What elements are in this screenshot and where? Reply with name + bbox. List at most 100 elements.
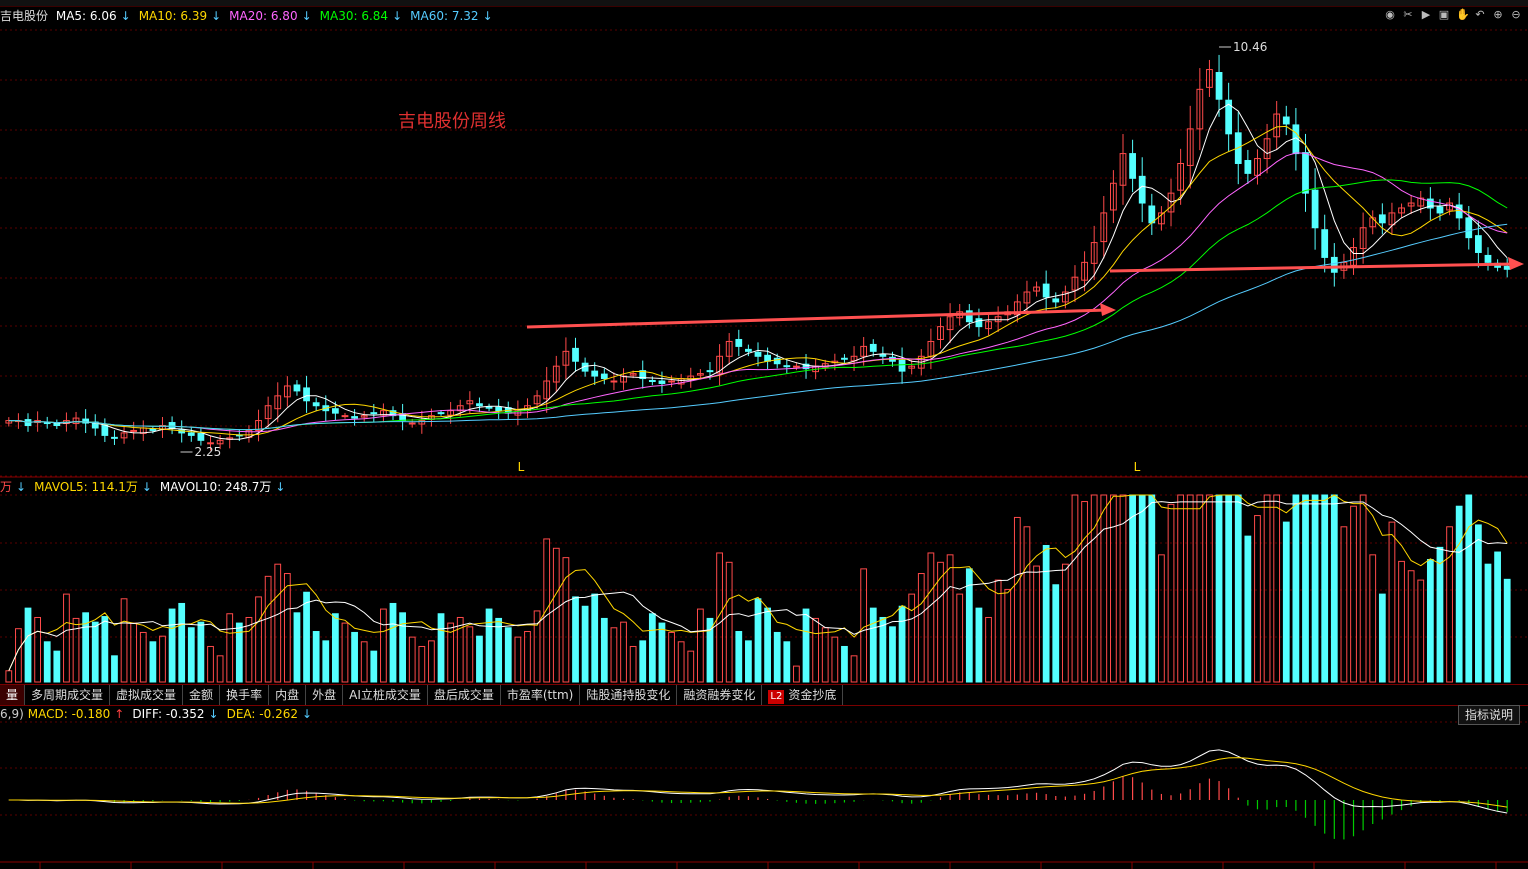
volume-bar	[1340, 526, 1348, 683]
candle-body	[1254, 158, 1261, 176]
volume-bar	[745, 640, 752, 683]
volume-bar	[1061, 563, 1069, 683]
candle-body	[216, 439, 224, 445]
volume-bar	[821, 627, 829, 683]
macd-legend-1: DIFF: -0.352	[132, 707, 205, 721]
mavol-direction-0: ↓	[141, 480, 152, 494]
tab-3[interactable]: 金额	[183, 685, 221, 705]
volume-bar	[1475, 524, 1482, 683]
undo-icon[interactable]: ↶	[1475, 8, 1485, 21]
ma-line-5	[8, 103, 1508, 440]
chart-annotation: 吉电股份周线	[398, 111, 506, 132]
dea-line	[8, 757, 1508, 808]
volume-bar	[610, 627, 618, 683]
candle-body	[1273, 113, 1281, 138]
volume-bar	[1302, 494, 1309, 683]
tab-8[interactable]: 盘后成交量	[428, 685, 501, 705]
volume-bar	[581, 605, 589, 683]
volume-bar	[783, 641, 791, 683]
volume-bar	[629, 645, 637, 683]
tab-0[interactable]: 量	[0, 685, 26, 705]
tab-label: 换手率	[226, 688, 263, 702]
candle-body	[1359, 227, 1367, 250]
low-label: 2.25	[195, 445, 222, 459]
candle-body	[1100, 212, 1108, 243]
volume-bar	[524, 631, 531, 683]
macd-legend-0: MACD: -0.180	[27, 707, 111, 721]
volume-bar	[331, 613, 339, 683]
volume-bar	[111, 655, 118, 683]
candle-body	[408, 422, 416, 425]
candle-body	[1013, 301, 1021, 316]
tab-label: 量	[6, 688, 19, 702]
candle-body	[456, 405, 464, 412]
candle-body	[610, 380, 618, 383]
volume-bar	[1503, 578, 1511, 683]
hand-icon[interactable]: ✋	[1456, 8, 1470, 21]
volume-bar	[908, 593, 916, 683]
candle-body	[283, 385, 291, 398]
candle-body	[1119, 153, 1127, 186]
volume-bar	[591, 593, 599, 683]
candle-body	[773, 357, 781, 365]
lock-icon[interactable]: ▣	[1438, 8, 1450, 21]
volume-bar	[668, 631, 675, 683]
volume-bar	[1013, 516, 1021, 683]
volume-bar	[927, 552, 935, 683]
candle-body	[168, 422, 176, 429]
eye-icon[interactable]: ◉	[1385, 8, 1395, 21]
volume-bar	[1186, 494, 1194, 683]
tab-label: 内盘	[275, 688, 300, 702]
volume-bar	[648, 613, 656, 683]
tab-2[interactable]: 虚拟成交量	[110, 685, 184, 705]
volume-bar	[178, 602, 186, 683]
candle-body	[629, 373, 637, 376]
candle-body	[197, 432, 205, 441]
stock-name[interactable]: 吉电股份	[0, 9, 49, 23]
candle-body	[1177, 162, 1185, 191]
candle-body	[1129, 153, 1136, 179]
volume-bar	[1398, 560, 1405, 683]
scissors-icon[interactable]: ✂	[1403, 8, 1413, 21]
volume-bar	[120, 598, 128, 683]
trendline-1-arrowhead	[1100, 303, 1116, 316]
indicator-help-button[interactable]: 指标说明	[1457, 705, 1520, 725]
zoom-in-icon[interactable]: ⊕	[1493, 8, 1503, 21]
candle-body	[331, 408, 339, 414]
tab-12[interactable]: L2 资金抄底	[762, 685, 844, 705]
candle-body	[1033, 286, 1040, 292]
volume-bar	[1321, 494, 1329, 683]
candle-body	[437, 412, 445, 415]
volume-bar	[994, 579, 1002, 683]
candle-body	[312, 402, 320, 407]
tab-label: AI立桩成交量	[349, 688, 421, 702]
tab-11[interactable]: 融资融券变化	[677, 685, 763, 705]
candle-body	[754, 351, 762, 357]
tab-4[interactable]: 换手率	[220, 685, 270, 705]
candle-body	[360, 415, 368, 418]
volume-bar	[418, 645, 426, 683]
candle-body	[274, 395, 282, 410]
tab-10[interactable]: 陆股通持股变化	[580, 685, 678, 705]
tab-9[interactable]: 市盈率(ttm)	[501, 685, 581, 705]
zoom-out-icon[interactable]: ⊖	[1511, 8, 1521, 21]
volume-bar	[1292, 494, 1300, 683]
tab-5[interactable]: 内盘	[269, 685, 307, 705]
ma-legend-2: MA20: 6.80	[229, 9, 298, 23]
tab-7[interactable]: AI立桩成交量	[343, 685, 428, 705]
candle-body	[735, 338, 743, 347]
candle-body	[1225, 99, 1233, 135]
tab-label: 融资融券变化	[683, 688, 756, 702]
volume-bar	[1033, 565, 1040, 683]
volume-bar	[380, 608, 387, 683]
tab-1[interactable]: 多周期成交量	[25, 685, 111, 705]
play-icon[interactable]: ▶	[1421, 8, 1431, 21]
candle-body	[1081, 261, 1088, 281]
candle-body	[1206, 69, 1213, 88]
ma-legend-4: MA60: 7.32	[410, 9, 479, 23]
candle-body	[1148, 205, 1156, 224]
candle-body	[82, 418, 90, 424]
volume-bar	[1330, 494, 1338, 683]
tab-6[interactable]: 外盘	[306, 685, 344, 705]
volume-bar	[360, 641, 368, 683]
